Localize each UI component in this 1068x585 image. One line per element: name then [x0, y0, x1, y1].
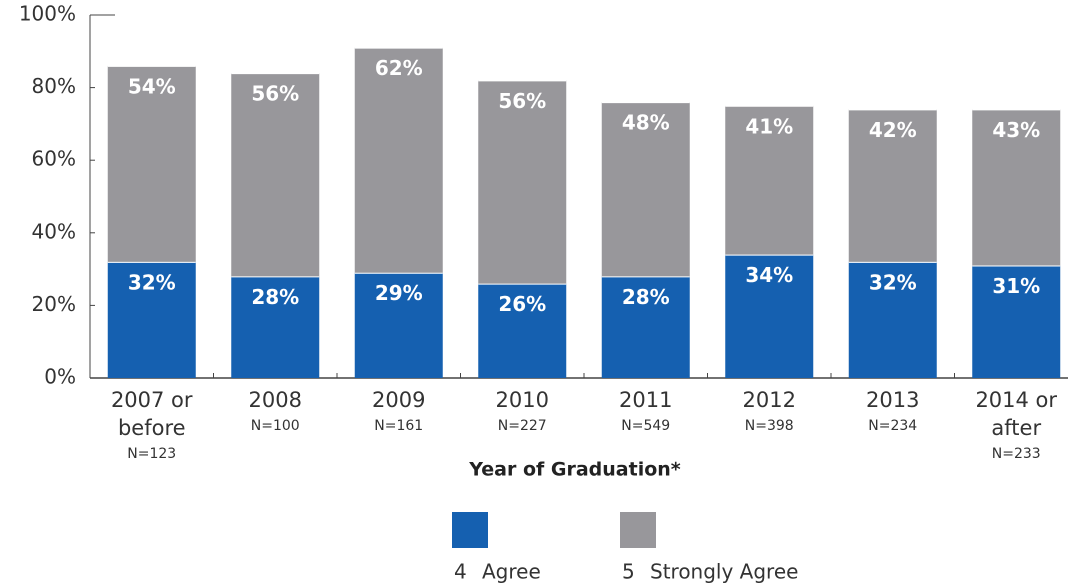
- value-label: 32%: [128, 270, 176, 294]
- sample-size: N=227: [497, 418, 547, 434]
- bar-segment: [231, 276, 320, 378]
- bar-segment: [231, 73, 320, 277]
- y-tick-label: 20%: [32, 292, 76, 316]
- y-tick-label: 60%: [32, 147, 76, 171]
- sample-size: N=234: [868, 418, 918, 434]
- sample-size: N=161: [374, 418, 424, 434]
- bar-segment: [601, 276, 690, 378]
- sample-size: N=549: [621, 418, 671, 434]
- value-label: 42%: [869, 118, 917, 142]
- bar-segment: [972, 109, 1061, 266]
- sample-size: N=123: [127, 446, 177, 462]
- value-label: 56%: [251, 82, 299, 106]
- x-tick-label: 2010: [495, 388, 549, 412]
- x-category: 2010 N=227: [474, 386, 570, 434]
- x-category: 2009 N=161: [351, 386, 447, 434]
- bar-segment: [725, 254, 814, 378]
- y-tick-label: 100%: [19, 2, 76, 26]
- sample-size: N=398: [744, 418, 794, 434]
- value-label: 43%: [992, 118, 1040, 142]
- y-tick-label: 0%: [44, 365, 76, 389]
- legend-code: 5: [622, 560, 635, 584]
- value-label: 62%: [375, 56, 423, 80]
- legend-code: 4: [454, 560, 467, 584]
- x-category: 2008 N=100: [227, 386, 323, 434]
- legend-label: Agree: [482, 560, 541, 584]
- x-category: 2013 N=234: [845, 386, 941, 434]
- value-label: 28%: [622, 285, 670, 309]
- bar-segment: [354, 272, 443, 378]
- legend-swatch: [452, 512, 488, 548]
- x-tick-label: 2011: [619, 388, 673, 412]
- x-category: 2007 or before N=123: [104, 386, 200, 462]
- x-tick-label: 2007 or before: [110, 388, 193, 440]
- legend-label: Strongly Agree: [650, 560, 798, 584]
- value-label: 32%: [869, 270, 917, 294]
- x-category: 2014 or after N=233: [968, 386, 1064, 462]
- value-label: 34%: [745, 263, 793, 287]
- value-label: 26%: [498, 292, 546, 316]
- bar-segment: [848, 109, 937, 262]
- sample-size: N=100: [250, 418, 300, 434]
- value-label: 48%: [622, 111, 670, 135]
- x-tick-label: 2012: [742, 388, 796, 412]
- bar-segment: [107, 65, 196, 262]
- x-category: 2012 N=398: [721, 386, 817, 434]
- bar-segment: [848, 261, 937, 378]
- value-label: 54%: [128, 74, 176, 98]
- x-axis-title: Year of Graduation*: [468, 459, 681, 481]
- value-label: 28%: [251, 285, 299, 309]
- bar-segment: [601, 102, 690, 277]
- x-category: 2011 N=549: [598, 386, 694, 434]
- value-label: 31%: [992, 274, 1040, 298]
- bar-segment: [725, 105, 814, 255]
- x-tick-label: 2013: [866, 388, 920, 412]
- x-tick-label: 2014 or after: [975, 388, 1058, 440]
- y-tick-label: 80%: [32, 74, 76, 98]
- legend-swatch: [620, 512, 656, 548]
- bar-segment: [107, 261, 196, 378]
- value-label: 29%: [375, 281, 423, 305]
- x-tick-label: 2008: [248, 388, 302, 412]
- bar-segment: [478, 283, 567, 378]
- sample-size: N=233: [991, 446, 1041, 462]
- bar-segment: [354, 47, 443, 273]
- bar-segment: [972, 265, 1061, 378]
- bar-segment: [478, 80, 567, 284]
- value-label: 41%: [745, 114, 793, 138]
- value-label: 56%: [498, 89, 546, 113]
- x-tick-label: 2009: [372, 388, 426, 412]
- y-tick-label: 40%: [32, 219, 76, 243]
